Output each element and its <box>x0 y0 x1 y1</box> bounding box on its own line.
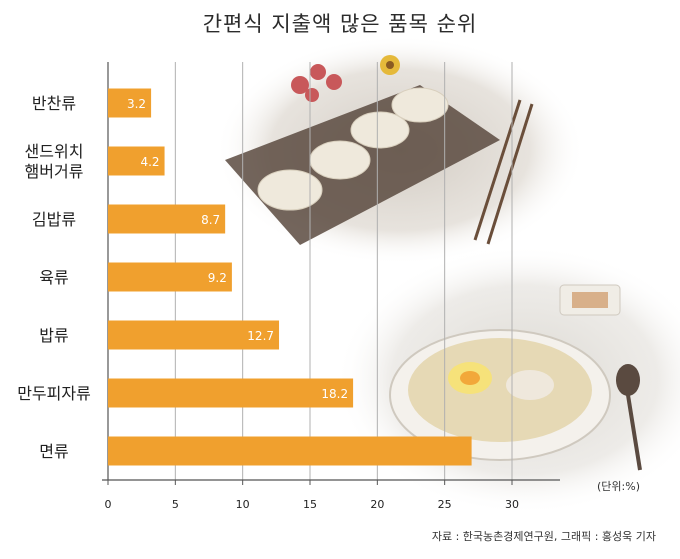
tomatoes <box>291 64 342 102</box>
value-labels: 3.2 4.2 8.7 9.2 12.7 18.2 <box>127 97 348 401</box>
dumpling-photo <box>215 35 585 265</box>
x-tick-label-5: 5 <box>172 498 179 511</box>
source-credit: 자료 : 한국농촌경제연구원, 그래픽 : 홍성욱 기자 <box>431 530 656 543</box>
grid-lines <box>174 62 513 480</box>
dumplings <box>257 87 449 211</box>
x-tick-labels: 0 5 10 15 20 25 30 <box>105 498 520 511</box>
category-label-2: 샌드위치 햄버거류 <box>25 142 84 181</box>
x-tick-label-20: 20 <box>370 498 384 511</box>
spoon <box>616 364 642 471</box>
x-tick-label-10: 10 <box>236 498 250 511</box>
value-label-3: 8.7 <box>201 213 220 227</box>
x-tick-label-25: 25 <box>438 498 452 511</box>
category-label-1: 반찬류 <box>32 94 76 113</box>
bar-4 <box>108 262 232 292</box>
unit-label: (단위:%) <box>597 480 640 493</box>
side-dish <box>559 284 621 316</box>
x-tick-label-15: 15 <box>303 498 317 511</box>
category-label-5: 밥류 <box>39 326 68 345</box>
category-label-6: 만두피자류 <box>17 384 91 403</box>
value-label-6: 18.2 <box>321 387 348 401</box>
bar-6 <box>108 378 354 408</box>
value-label-2: 4.2 <box>140 155 159 169</box>
bar-5 <box>108 320 280 350</box>
category-label-7: 면류 <box>39 442 68 461</box>
x-tick-label-30: 30 <box>505 498 519 511</box>
value-label-5: 12.7 <box>247 329 274 343</box>
chart-title: 간편식 지출액 많은 품목 순위 <box>202 12 478 36</box>
flower-garnish <box>380 55 400 75</box>
category-label-4: 육류 <box>39 268 68 287</box>
value-label-1: 3.2 <box>127 97 146 111</box>
bar-7 <box>108 436 472 466</box>
bar-1 <box>108 88 152 118</box>
bar-3 <box>108 204 226 234</box>
x-tick-label-0: 0 <box>105 498 112 511</box>
noodle-photo <box>335 245 680 515</box>
category-label-3: 김밥류 <box>32 210 76 229</box>
bars <box>108 88 472 466</box>
bar-2 <box>108 146 165 176</box>
value-label-4: 9.2 <box>208 271 227 285</box>
